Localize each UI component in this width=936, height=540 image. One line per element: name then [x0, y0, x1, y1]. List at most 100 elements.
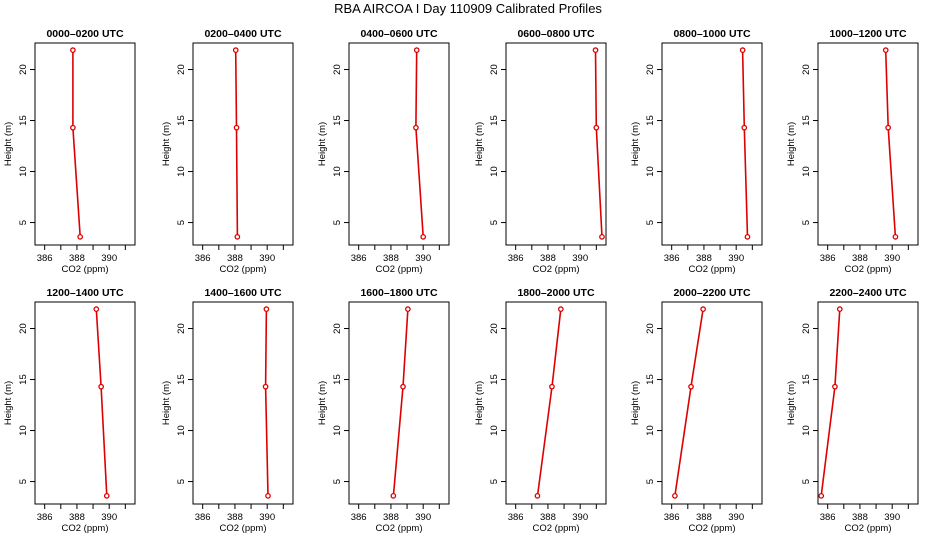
profile-line — [536, 309, 562, 496]
y-tick-label: 15 — [332, 115, 343, 126]
chart-panel-6: 1000–1200 UTC 386 388 390 5 10 15 20 CO2 (ppm) He… — [786, 28, 919, 275]
y-axis-label: Height (m) — [161, 381, 172, 425]
profile-line — [674, 308, 704, 496]
y-tick-label: 10 — [18, 425, 29, 436]
profile-line — [392, 309, 409, 496]
x-axis-label: CO2 (ppm) — [376, 523, 423, 534]
data-point — [739, 47, 746, 53]
profile-line — [415, 50, 424, 237]
data-point — [882, 47, 889, 53]
x-tick-label: 390 — [101, 253, 117, 264]
x-tick-label: 386 — [508, 512, 524, 523]
chart-panel-4: 0600–0800 UTC 386 388 390 5 10 15 20 CO2 (ppm) He… — [474, 28, 607, 275]
data-point — [549, 383, 555, 390]
y-tick-label: 20 — [489, 64, 500, 75]
plot-frame — [505, 301, 607, 505]
x-tick-label: 388 — [852, 512, 868, 523]
plot-frame — [817, 42, 919, 246]
plot-frame — [34, 301, 136, 505]
y-tick-label: 10 — [489, 166, 500, 177]
profile-line — [234, 50, 239, 237]
x-axis-label: CO2 (ppm) — [533, 523, 580, 534]
data-point — [599, 233, 605, 240]
x-tick-label: 388 — [540, 253, 556, 264]
data-point — [832, 383, 838, 390]
x-tick-label: 388 — [383, 253, 399, 264]
x-axis-label: CO2 (ppm) — [62, 264, 109, 275]
y-tick-label: 15 — [176, 374, 187, 385]
data-point — [98, 383, 104, 390]
y-tick-label: 10 — [18, 166, 29, 177]
x-tick-label: 386 — [820, 253, 836, 264]
y-tick-label: 15 — [645, 374, 656, 385]
panel-title: 1600–1800 UTC — [360, 287, 437, 299]
y-tick-label: 10 — [176, 166, 187, 177]
panel-title: 0000–0200 UTC — [46, 28, 123, 40]
profile-line — [264, 309, 269, 496]
data-point — [688, 383, 694, 390]
data-point — [70, 124, 76, 131]
x-tick-label: 388 — [69, 512, 85, 523]
data-point — [262, 383, 269, 390]
x-tick-label: 390 — [884, 512, 900, 523]
y-tick-label: 20 — [801, 323, 812, 334]
data-point — [390, 492, 397, 499]
panel-title: 1200–1400 UTC — [46, 287, 123, 299]
panel-title: 0200–0400 UTC — [204, 28, 281, 40]
plot-frame — [192, 42, 294, 246]
x-tick-label: 388 — [696, 253, 712, 264]
data-point — [741, 124, 748, 131]
x-tick-label: 390 — [101, 512, 117, 523]
x-tick-label: 386 — [664, 512, 680, 523]
y-tick-label: 5 — [176, 479, 187, 484]
plot-frame — [661, 42, 763, 246]
panel-title: 2000–2200 UTC — [673, 287, 750, 299]
profile-line — [820, 309, 841, 496]
profile-line — [95, 309, 108, 496]
x-tick-label: 388 — [227, 512, 243, 523]
x-tick-label: 386 — [508, 253, 524, 264]
x-tick-label: 388 — [227, 253, 243, 264]
y-axis-label: Height (m) — [161, 122, 172, 166]
y-tick-label: 10 — [645, 425, 656, 436]
chart-panel-1: 0000–0200 UTC 386 388 390 5 10 15 20 CO2 (ppm) He… — [3, 28, 136, 275]
y-tick-label: 5 — [645, 220, 656, 225]
panel-title: 0400–0600 UTC — [360, 28, 437, 40]
y-tick-label: 5 — [489, 479, 500, 484]
x-tick-label: 390 — [259, 253, 275, 264]
profile-line — [72, 50, 81, 237]
plot-frame — [348, 301, 450, 505]
y-axis-label: Height (m) — [3, 381, 14, 425]
y-axis-label: Height (m) — [630, 381, 641, 425]
y-axis-label: Height (m) — [474, 381, 485, 425]
y-tick-label: 5 — [801, 479, 812, 484]
data-point — [672, 492, 678, 499]
y-axis-label: Height (m) — [786, 122, 797, 166]
y-tick-label: 5 — [18, 479, 29, 484]
data-point — [700, 306, 706, 312]
plot-frame — [661, 301, 763, 505]
y-tick-label: 15 — [332, 374, 343, 385]
y-tick-label: 20 — [801, 64, 812, 75]
data-point — [70, 47, 76, 53]
data-point — [232, 47, 239, 53]
x-tick-label: 388 — [696, 512, 712, 523]
y-tick-label: 5 — [801, 220, 812, 225]
panel-title: 2200–2400 UTC — [829, 287, 906, 299]
data-point — [420, 233, 427, 240]
data-point — [400, 383, 406, 390]
y-tick-label: 20 — [18, 323, 29, 334]
data-point — [593, 124, 600, 131]
x-axis-label: CO2 (ppm) — [533, 264, 580, 275]
y-tick-label: 20 — [332, 323, 343, 334]
x-tick-label: 386 — [195, 253, 211, 264]
profile-line — [884, 50, 897, 237]
data-point — [263, 306, 270, 312]
plot-frame — [34, 42, 136, 246]
x-tick-label: 386 — [195, 512, 211, 523]
chart-panel-10: 1800–2000 UTC 386 388 390 5 10 15 20 CO2 (ppm) He… — [474, 287, 607, 534]
y-tick-label: 15 — [18, 115, 29, 126]
y-tick-label: 20 — [489, 323, 500, 334]
y-tick-label: 15 — [801, 374, 812, 385]
